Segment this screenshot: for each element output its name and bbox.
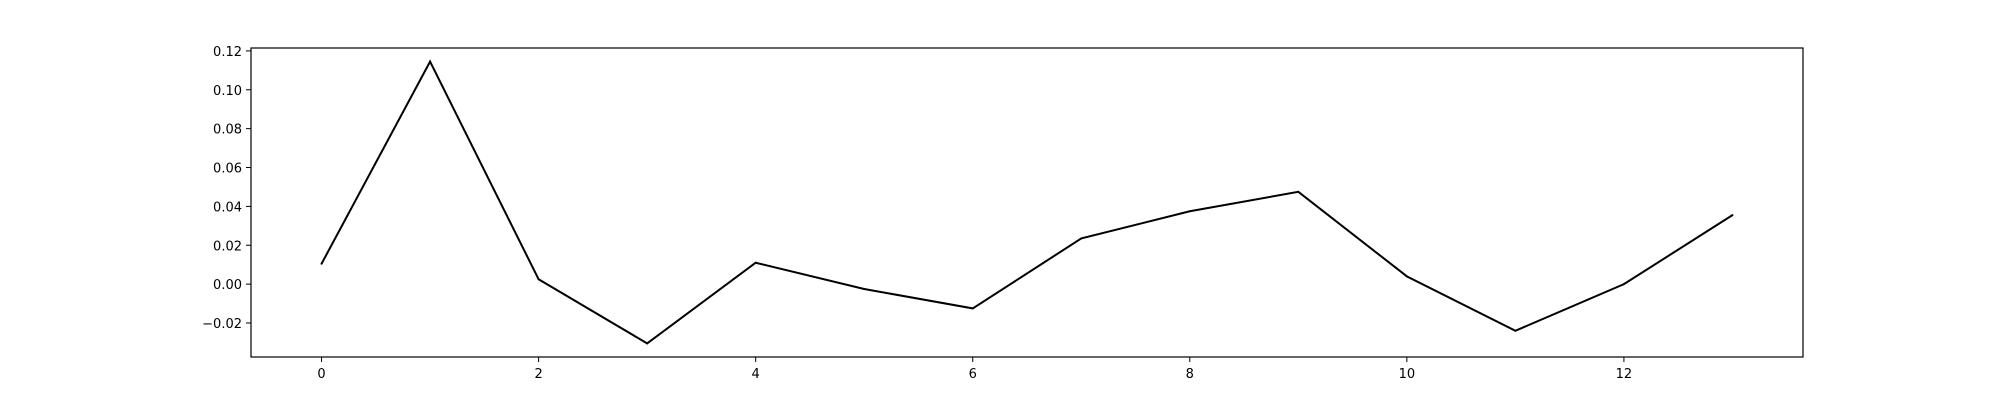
data-point	[1514, 329, 1517, 332]
data-point	[863, 287, 866, 290]
data-point	[1080, 237, 1083, 240]
x-tick-label: 0	[317, 367, 325, 382]
series-line	[320, 59, 1733, 345]
data-point	[1188, 210, 1191, 213]
data-point	[646, 342, 649, 345]
y-tick-label: −0.02	[202, 317, 242, 332]
data-point	[754, 261, 757, 264]
x-tick-label: 4	[752, 367, 760, 382]
data-point	[1731, 214, 1734, 217]
x-tick-label: 12	[1616, 367, 1633, 382]
x-tick-label: 6	[969, 367, 977, 382]
data-point	[971, 307, 974, 310]
axes-layer: 0 2 4 6 8 10 12 −0.02 0.00 0.02 0.04 0.06 0.08 0.10 0.…	[202, 45, 1804, 382]
data-point	[320, 262, 323, 265]
x-tick-label: 10	[1399, 367, 1416, 382]
axes-frame	[250, 47, 1804, 358]
y-tick-label: 0.06	[213, 162, 242, 177]
data-point	[429, 60, 432, 63]
data-point	[1297, 190, 1300, 193]
x-tick-label: 8	[1186, 367, 1194, 382]
y-tick-label: 0.12	[213, 45, 242, 60]
y-tick-label: 0.08	[213, 123, 242, 138]
data-point	[1622, 283, 1625, 286]
y-tick-label: 0.02	[213, 239, 242, 254]
y-tick-label: 0.10	[213, 84, 242, 99]
data-point	[1405, 275, 1408, 278]
x-tick-label: 2	[534, 367, 542, 382]
y-tick-label: 0.04	[213, 200, 242, 215]
plot-layer	[320, 59, 1734, 345]
data-point	[537, 278, 540, 281]
y-tick-label: 0.00	[213, 278, 242, 293]
